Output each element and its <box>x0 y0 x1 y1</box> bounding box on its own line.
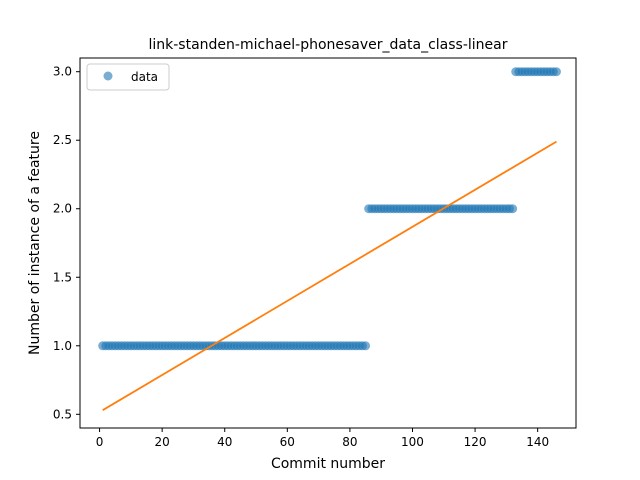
y-tick-label: 3.0 <box>53 65 72 79</box>
x-tick-label: 40 <box>217 435 232 449</box>
legend-marker-data <box>103 71 113 81</box>
data-point <box>551 67 561 77</box>
data-point <box>361 341 371 351</box>
y-tick-label: 0.5 <box>53 407 72 421</box>
legend: data <box>86 63 170 91</box>
y-ticks: 0.5 1.0 1.5 2.0 2.5 3.0 <box>53 65 80 421</box>
x-tick-label: 100 <box>401 435 424 449</box>
legend-box <box>86 63 170 91</box>
data-layer <box>98 67 561 411</box>
y-tick-label: 1.0 <box>53 339 72 353</box>
linear-fit-line <box>102 140 557 411</box>
y-tick-label: 1.5 <box>53 270 72 284</box>
legend-label-data: data <box>131 70 158 84</box>
x-tick-label: 20 <box>155 435 170 449</box>
chart-title: link-standen-michael-phonesaver_data_cla… <box>149 37 508 53</box>
x-axis-label: Commit number <box>271 456 385 472</box>
y-axis-label: Number of instance of a feature <box>27 131 43 355</box>
x-tick-label: 0 <box>96 435 104 449</box>
x-ticks: 0 20 40 60 80 100 120 140 <box>96 428 549 449</box>
x-tick-label: 60 <box>280 435 295 449</box>
y-tick-label: 2.5 <box>53 133 72 147</box>
plot-frame <box>79 57 577 429</box>
x-tick-label: 140 <box>526 435 549 449</box>
x-tick-label: 80 <box>342 435 357 449</box>
y-tick-label: 2.0 <box>53 202 72 216</box>
x-tick-label: 120 <box>464 435 487 449</box>
data-point <box>508 204 518 214</box>
